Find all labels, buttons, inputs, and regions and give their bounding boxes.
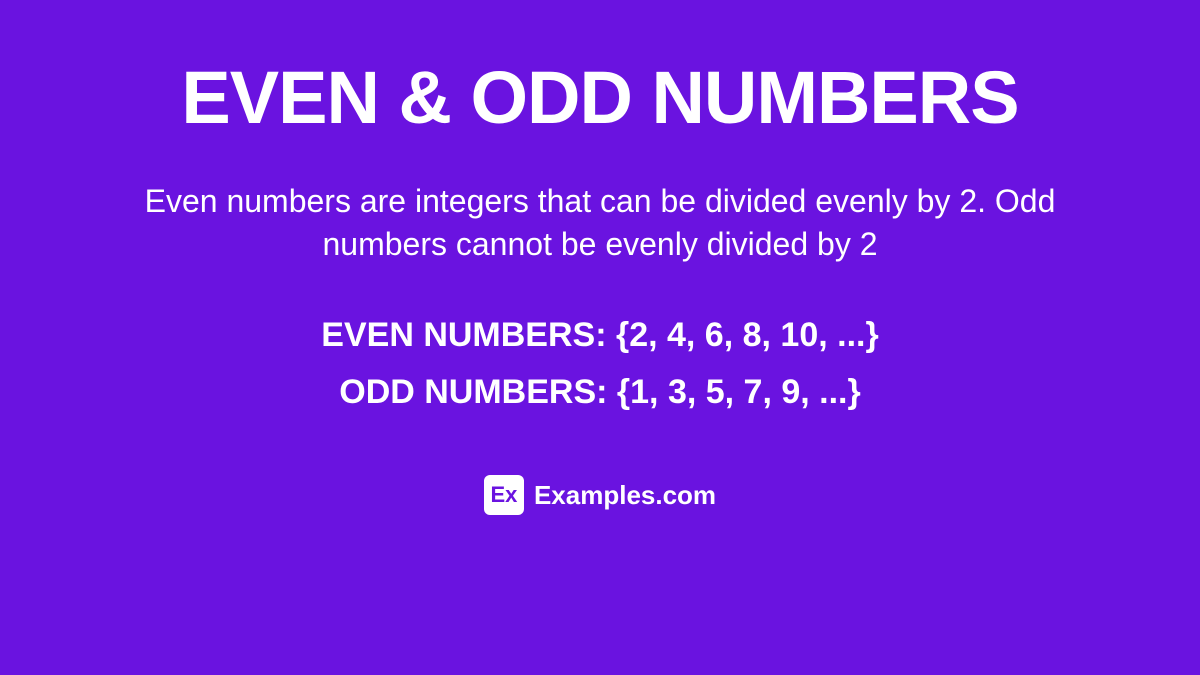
logo-icon: Ex: [484, 475, 524, 515]
main-title: EVEN & ODD NUMBERS: [181, 55, 1018, 140]
even-numbers-example: EVEN NUMBERS: {2, 4, 6, 8, 10, ...}: [321, 316, 878, 355]
footer-branding: Ex Examples.com: [484, 475, 716, 515]
odd-numbers-example: ODD NUMBERS: {1, 3, 5, 7, 9, ...}: [339, 373, 860, 412]
description-text: Even numbers are integers that can be di…: [100, 180, 1100, 266]
footer-label: Examples.com: [534, 480, 716, 511]
